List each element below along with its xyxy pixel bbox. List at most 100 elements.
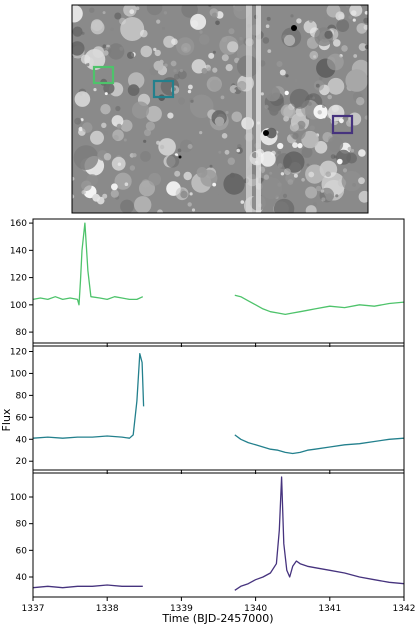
image-speckle [325,171,332,177]
image-speckle [103,82,115,94]
lightcurve-panels: 80 100 120 140 160 20 40 60 80 100 120 40 60 80 100 133… [10,218,416,614]
image-speckle [74,91,91,107]
image-speckle [90,130,104,145]
image-speckle [112,129,124,142]
plot-frame [32,472,405,598]
image-speckle [181,5,198,18]
image-speckle [190,99,194,103]
image-speckle [277,150,281,155]
image-speckle [228,28,235,35]
image-speckle [179,69,183,73]
image-speckle [72,41,85,56]
image-speckle [336,19,350,32]
image-speckle [214,116,225,127]
image-speckle [209,79,222,92]
image-speckle [171,38,178,45]
image-speckle [277,142,284,150]
y-tick-label: 100 [10,369,27,379]
image-speckle [309,50,319,60]
image-speckle [263,174,270,180]
y-tick-label: 80 [16,520,28,530]
image-speckle [190,13,207,30]
image-speckle [117,162,122,166]
image-speckle [307,101,312,106]
image-speckle [312,96,316,100]
x-axis-label: Time (BJD-2457000) [161,612,273,625]
image-speckle [269,171,273,175]
image-speckle [101,122,107,128]
image-speckle [224,149,230,155]
image-speckle [103,131,109,136]
image-speckle [72,176,75,181]
image-speckle [92,46,105,58]
image-speckle [322,104,326,108]
x-tick-label: 1337 [22,604,45,614]
image-speckle [265,86,281,102]
image-speckle [178,97,185,105]
image-speckle [348,15,353,20]
image-speckle [120,119,133,132]
x-tick-label: 1340 [244,604,267,614]
image-speckle [335,194,339,198]
image-speckle [170,60,177,67]
image-speckle [264,104,269,109]
image-speckle [315,185,322,192]
plot-frame [32,218,405,344]
image-speckle [323,16,328,21]
bright-column [256,5,261,213]
x-tick-label: 1342 [393,604,416,614]
lightcurve-panel-1: 80 100 120 140 160 [10,218,405,347]
image-speckle [282,193,288,198]
image-speckle [327,53,344,71]
image-speckle [114,12,122,20]
image-panel [71,4,369,214]
image-speckle [131,101,150,119]
image-speckle [163,11,168,15]
bright-column [246,5,252,213]
image-speckle [301,130,319,149]
image-speckle [134,196,152,213]
x-tick-label: 1341 [318,604,341,614]
image-speckle [120,17,145,41]
y-tick-label: 80 [16,391,28,401]
image-speckle [227,157,235,165]
image-speckle [102,11,106,15]
image-speckle [158,138,176,156]
y-tick-label: 100 [10,301,27,311]
aperture-box-1 [92,65,115,85]
image-speckle [183,171,192,181]
image-speckle [80,54,91,64]
x-tick-label: 1339 [170,604,193,614]
image-speckle [89,7,95,13]
image-speckle [345,5,350,8]
y-tick-label: 140 [10,246,27,256]
image-speckle [352,18,356,22]
image-speckle [72,5,83,23]
image-speckle [312,202,317,207]
y-tick-label: 120 [10,274,27,284]
y-tick-label: 40 [16,435,28,445]
image-speckle [72,103,76,111]
image-speckle [174,170,181,177]
image-speckle [173,73,180,80]
image-speckle [345,69,368,92]
image-speckle [311,23,315,27]
image-speckle [320,189,325,193]
image-speckle [188,84,193,90]
image-speckle [81,122,93,133]
image-speckle [266,127,277,139]
image-speckle [167,112,174,119]
image-speckle [239,36,243,41]
y-tick-label: 100 [10,493,27,503]
image-speckle [315,83,320,88]
image-speckle [341,45,348,52]
image-speckle [127,84,140,96]
image-speckle [189,94,214,119]
image-speckle [111,115,124,127]
image-speckle [319,76,323,81]
image-speckle [191,208,196,212]
image-speckle [326,5,341,18]
image-speckle [180,139,193,153]
image-speckle [115,105,121,112]
image-speckle [123,138,127,142]
